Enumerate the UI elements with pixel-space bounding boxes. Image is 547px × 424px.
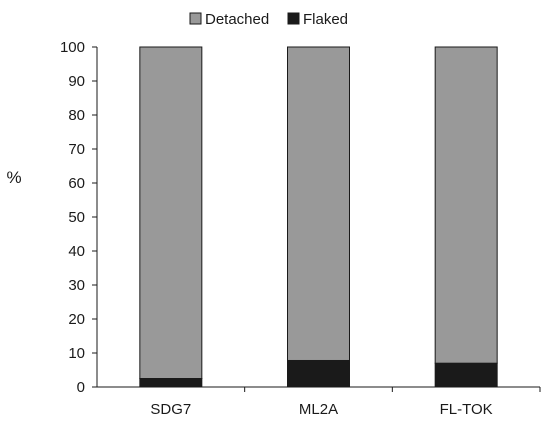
y-tick-label: 80 <box>68 107 85 124</box>
x-tick-label: SDG7 <box>150 401 191 418</box>
legend: Detached Flaked <box>189 11 348 28</box>
bar-flaked-sdg7 <box>139 378 203 388</box>
bar-detached-sdg7 <box>139 46 203 379</box>
y-tick-label: 100 <box>60 39 85 56</box>
y-axis-label: % <box>6 168 21 187</box>
bar-flaked-ml2a <box>287 359 350 388</box>
y-axis: 0 10 20 30 40 50 60 70 80 90 100 <box>60 39 98 396</box>
legend-label-detached: Detached <box>205 11 269 28</box>
legend-swatch-flaked <box>287 12 300 25</box>
bars <box>139 46 498 388</box>
y-tick-label: 0 <box>77 379 85 396</box>
legend-label-flaked: Flaked <box>303 11 348 28</box>
bar-detached-fl-tok <box>434 46 498 364</box>
y-tick-label: 50 <box>68 209 85 226</box>
x-axis: SDG7 ML2A FL-TOK <box>97 386 541 418</box>
y-tick-label: 10 <box>68 345 85 362</box>
x-tick-label: ML2A <box>299 401 338 418</box>
y-tick-label: 90 <box>68 73 85 90</box>
y-tick-label: 20 <box>68 311 85 328</box>
y-tick-label: 30 <box>68 277 85 294</box>
y-tick-label: 60 <box>68 175 85 192</box>
bar-detached-ml2a <box>287 46 350 361</box>
x-tick-label: FL-TOK <box>440 401 493 418</box>
y-tick-label: 40 <box>68 243 85 260</box>
y-tick-label: 70 <box>68 141 85 158</box>
bar-flaked-fl-tok <box>434 362 498 388</box>
legend-swatch-detached <box>189 12 202 25</box>
